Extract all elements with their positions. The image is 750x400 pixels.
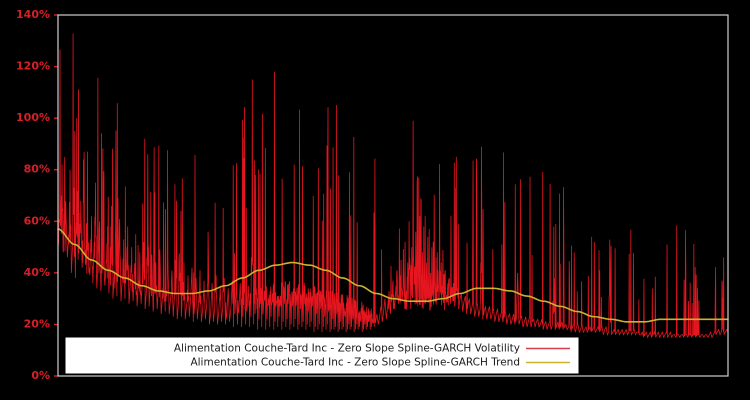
y-axis-tick-marks [54,14,58,377]
y-axis-tick-label: 0% [31,369,50,382]
series-trend-line [57,228,729,323]
y-axis-tick-labels: 0% 20% 40% 60% 80% 100% 120% 140% [16,8,50,382]
volatility-path [57,33,729,339]
plot-frame-border [57,14,729,377]
y-axis-tick-label: 60% [24,214,50,227]
y-axis-tick-label: 20% [24,317,50,330]
series-volatility-line [57,33,729,339]
legend-box [65,337,579,374]
y-axis-tick-label: 80% [24,163,50,176]
y-axis-tick-label: 40% [24,266,50,279]
legend-entry-trend-label: Alimentation Couche-Tard Inc - Zero Slop… [190,357,520,369]
trend-path [57,228,729,323]
y-axis-tick-label: 120% [16,60,50,73]
y-axis-tick-label: 100% [16,111,50,124]
legend-entry-volatility-label: Alimentation Couche-Tard Inc - Zero Slop… [174,343,520,355]
chart-legend[interactable]: Alimentation Couche-Tard Inc - Zero Slop… [65,337,579,374]
y-axis-tick-label: 140% [16,8,50,21]
